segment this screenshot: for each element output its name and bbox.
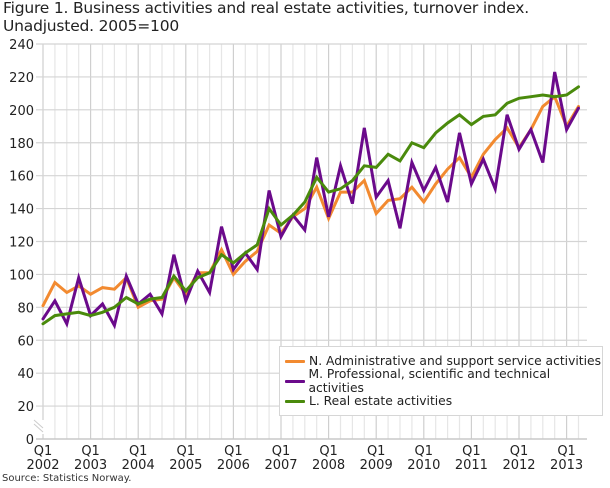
x-tick-quarter: Q1 bbox=[272, 444, 291, 459]
legend-swatch-l bbox=[285, 399, 305, 403]
y-axis-ticks: 0 20 40 60 80 100 120 140 160 180 200 220 240 bbox=[9, 38, 34, 448]
y-tick-label: 80 bbox=[17, 301, 34, 316]
y-tick-label: 240 bbox=[9, 38, 34, 53]
x-tick-quarter: Q1 bbox=[510, 444, 529, 459]
x-tick-year: 2013 bbox=[550, 458, 583, 473]
y-tick-label: 220 bbox=[9, 71, 34, 86]
axis-break-stroke bbox=[33, 419, 44, 429]
x-tick-quarter: Q1 bbox=[81, 444, 100, 459]
y-tick-label: 60 bbox=[17, 334, 34, 349]
series-line-real-estate-group bbox=[41, 85, 580, 326]
y-tick-label: 120 bbox=[9, 236, 34, 251]
legend-swatch-n bbox=[285, 359, 305, 363]
legend-label-l: L. Real estate activities bbox=[309, 394, 453, 408]
x-tick-quarter: Q1 bbox=[557, 444, 576, 459]
grid bbox=[33, 43, 587, 440]
x-tick-year: 2006 bbox=[217, 458, 250, 473]
series-line-professional-scientific-group bbox=[41, 71, 580, 330]
x-tick-year: 2002 bbox=[26, 458, 59, 473]
legend-label-m: M. Professional, scientific and technica… bbox=[308, 367, 551, 395]
y-tick-label: 200 bbox=[9, 104, 34, 119]
y-tick-label: 160 bbox=[9, 170, 34, 185]
x-tick-year: 2005 bbox=[169, 458, 202, 473]
x-tick-quarter: Q1 bbox=[367, 444, 386, 459]
x-tick-year: 2007 bbox=[264, 458, 297, 473]
legend-item-l: L. Real estate activities bbox=[285, 392, 452, 410]
y-tick-label: 140 bbox=[9, 203, 34, 218]
chart-title: Figure 1. Business activities and real e… bbox=[3, 0, 529, 35]
legend: N. Administrative and support service ac… bbox=[279, 346, 603, 416]
x-tick-year: 2008 bbox=[312, 458, 345, 473]
y-tick-label: 180 bbox=[9, 137, 34, 152]
series-line-professional-scientific bbox=[41, 71, 580, 330]
x-tick-quarter: Q1 bbox=[224, 444, 243, 459]
x-tick-quarter: Q1 bbox=[177, 444, 196, 459]
series-lines bbox=[41, 71, 580, 330]
legend-swatch-m bbox=[285, 379, 305, 383]
x-tick-year: 2011 bbox=[455, 458, 488, 473]
x-tick-quarter: Q1 bbox=[462, 444, 481, 459]
y-tick-label: 0 bbox=[26, 433, 34, 448]
axis-break-icon bbox=[33, 419, 44, 434]
x-tick-quarter: Q1 bbox=[319, 444, 338, 459]
x-axis-ticks: Q12002Q12003Q12004Q12005Q12006Q12007Q120… bbox=[26, 444, 583, 473]
y-tick-label: 100 bbox=[9, 268, 34, 283]
y-tick-label: 40 bbox=[17, 367, 34, 382]
x-tick-year: 2004 bbox=[122, 458, 155, 473]
legend-label-n: N. Administrative and support service ac… bbox=[309, 354, 601, 368]
x-tick-quarter: Q1 bbox=[34, 444, 53, 459]
x-tick-quarter: Q1 bbox=[415, 444, 434, 459]
y-tick-label: 20 bbox=[17, 400, 34, 415]
legend-item-n: N. Administrative and support service ac… bbox=[285, 352, 601, 370]
series-line-real-estate bbox=[41, 85, 580, 326]
axis-break-gap bbox=[34, 420, 44, 434]
x-tick-year: 2009 bbox=[360, 458, 393, 473]
x-tick-year: 2010 bbox=[407, 458, 440, 473]
source-note: Source: Statistics Norway. bbox=[2, 473, 132, 484]
axis-break-stroke bbox=[33, 423, 44, 433]
x-tick-quarter: Q1 bbox=[129, 444, 148, 459]
x-tick-year: 2003 bbox=[74, 458, 107, 473]
legend-item-m: M. Professional, scientific and technica… bbox=[285, 367, 602, 395]
x-tick-year: 2012 bbox=[502, 458, 535, 473]
